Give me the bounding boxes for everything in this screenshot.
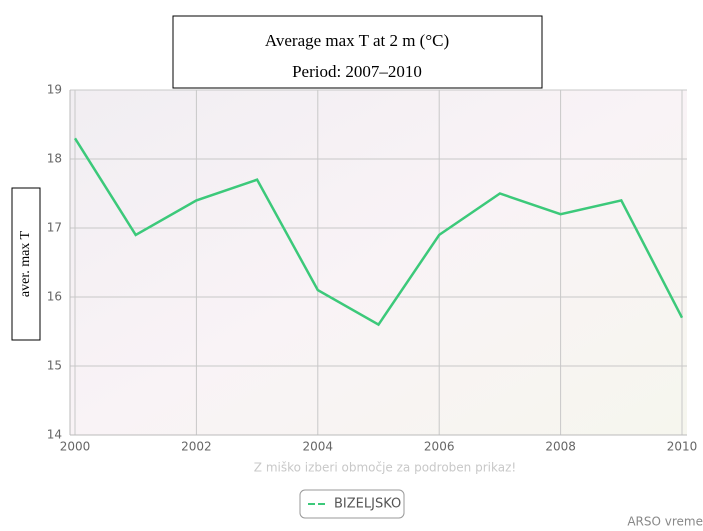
credit: ARSO vreme xyxy=(627,515,703,529)
y-tick-label: 15 xyxy=(47,359,62,373)
data-line xyxy=(73,137,684,327)
y-tick-label: 17 xyxy=(47,221,62,235)
annotation: Z miško izberi območje za podroben prika… xyxy=(254,461,516,475)
x-tick-label: 2010 xyxy=(667,440,698,454)
y-tick-label: 18 xyxy=(47,152,62,166)
x-tick-label: 2006 xyxy=(424,440,455,454)
legend[interactable] xyxy=(299,489,405,519)
x-tick-label: 2000 xyxy=(60,440,91,454)
chart-subtitle: Period: 2007–2010 xyxy=(292,62,422,81)
chart-title: Average max T at 2 m (°C) xyxy=(265,31,449,50)
title-box xyxy=(172,15,543,89)
y-tick-label: 19 xyxy=(47,83,62,97)
y-label-box xyxy=(11,187,41,341)
x-tick-label: 2008 xyxy=(545,440,576,454)
plot-area xyxy=(70,90,687,435)
legend-label[interactable]: BIZELJSKO xyxy=(334,497,401,512)
y-axis-label: aver. max T xyxy=(18,230,33,297)
y-tick-label: 16 xyxy=(47,290,62,304)
x-tick-label: 2004 xyxy=(303,440,334,454)
y-tick-label: 14 xyxy=(47,428,62,442)
x-tick-label: 2002 xyxy=(181,440,212,454)
